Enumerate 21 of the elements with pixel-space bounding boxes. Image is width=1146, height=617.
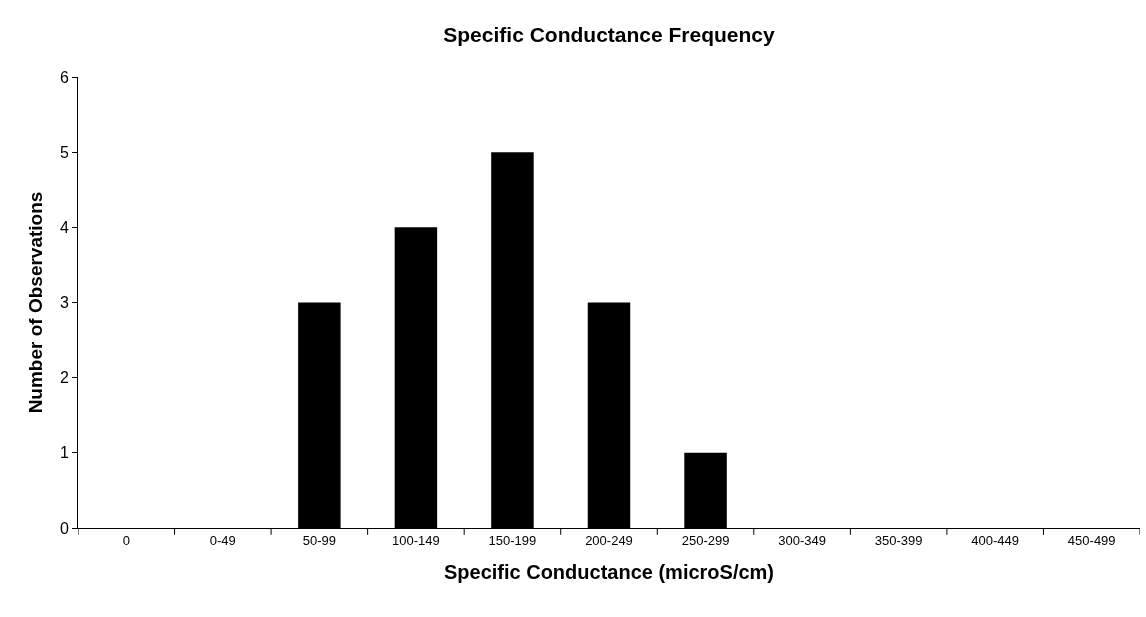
x-tick-label: 50-99 <box>302 532 336 548</box>
y-tick-label: 2 <box>59 369 69 387</box>
x-tick-label: 350-399 <box>874 532 923 548</box>
y-tick-label: 6 <box>59 68 69 86</box>
x-tick-label: 150-199 <box>488 532 537 548</box>
y-tick-label: 5 <box>59 143 69 161</box>
y-tick-label: 3 <box>59 294 69 312</box>
x-tick-label: 200-249 <box>585 532 633 548</box>
x-axis-title: Specific Conductance (microS/cm) <box>443 561 775 584</box>
x-tick-label: 300-349 <box>778 532 826 548</box>
y-tick-label: 4 <box>59 218 69 236</box>
x-tick-label: 0 <box>122 532 130 548</box>
x-tick-label: 250-299 <box>681 532 730 548</box>
y-axis-title: Number of Observations <box>24 191 46 414</box>
x-tick-label: 400-449 <box>971 532 1020 548</box>
x-tick-label: 450-499 <box>1067 532 1116 548</box>
y-tick-label: 0 <box>59 519 69 537</box>
chart-title: Specific Conductance Frequency <box>443 23 776 47</box>
y-tick-label: 1 <box>59 444 69 462</box>
x-tick-label: 100-149 <box>392 532 440 548</box>
x-tick-label: 0-49 <box>209 532 236 548</box>
